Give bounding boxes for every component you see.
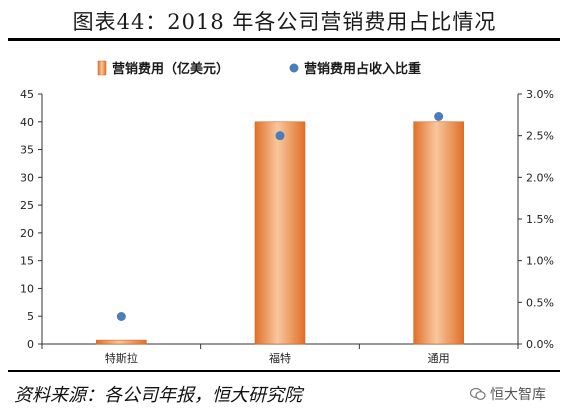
dots <box>116 112 444 321</box>
bar <box>254 121 306 345</box>
dot <box>275 131 285 141</box>
bars <box>96 121 464 345</box>
chart-area: 营销费用（亿美元） 营销费用占收入比重 0 5 10 15 20 25 30 35 40 45 0.0… <box>20 60 554 365</box>
watermark: 恒大智库 <box>470 384 546 404</box>
y-right-tick-label: 3.0% <box>526 88 554 101</box>
footer-rule <box>8 370 560 372</box>
legend-bar-swatch <box>97 60 107 76</box>
bar <box>413 121 464 345</box>
y-left-tick-label: 25 <box>20 199 34 212</box>
bar <box>96 339 147 345</box>
y-right-tick-label: 2.0% <box>526 171 554 184</box>
watermark-text: 恒大智库 <box>490 387 546 403</box>
x-tick-label: 特斯拉 <box>105 351 138 365</box>
y-left-tick-label: 30 <box>20 171 34 184</box>
y-left-tick-label: 35 <box>20 144 34 157</box>
y-right-tick-label: 0.5% <box>526 296 554 309</box>
y-left-tick-label: 45 <box>20 88 34 101</box>
y-right-tick-label: 1.5% <box>526 213 554 226</box>
dot <box>434 112 444 121</box>
y-left-tick-label: 5 <box>27 310 34 323</box>
y-right-tick-label: 0.0% <box>526 338 554 351</box>
y-left-tick-label: 0 <box>27 338 34 351</box>
source-note: 资料来源：各公司年报，恒大研究院 <box>14 385 302 406</box>
dot <box>116 312 126 321</box>
y-right-tick-label: 2.5% <box>526 130 554 143</box>
legend: 营销费用（亿美元） 营销费用占收入比重 <box>97 60 421 77</box>
y-left-tick-label: 15 <box>20 255 34 268</box>
legend-dot-swatch <box>289 63 299 73</box>
x-tick-label: 通用 <box>428 352 450 365</box>
title-rule <box>8 38 560 41</box>
legend-dot-label: 营销费用占收入比重 <box>304 61 421 77</box>
x-tick-label: 福特 <box>269 351 291 365</box>
chart-title: 图表44：2018 年各公司营销费用占比情况 <box>72 10 497 34</box>
y-left-tick-label: 20 <box>20 227 34 240</box>
y-right-tick-label: 1.0% <box>526 255 554 268</box>
y-left-tick-label: 40 <box>20 116 34 129</box>
wechat-icon <box>470 387 486 400</box>
legend-bar-label: 营销费用（亿美元） <box>112 61 229 77</box>
y-left-tick-label: 10 <box>20 282 34 295</box>
